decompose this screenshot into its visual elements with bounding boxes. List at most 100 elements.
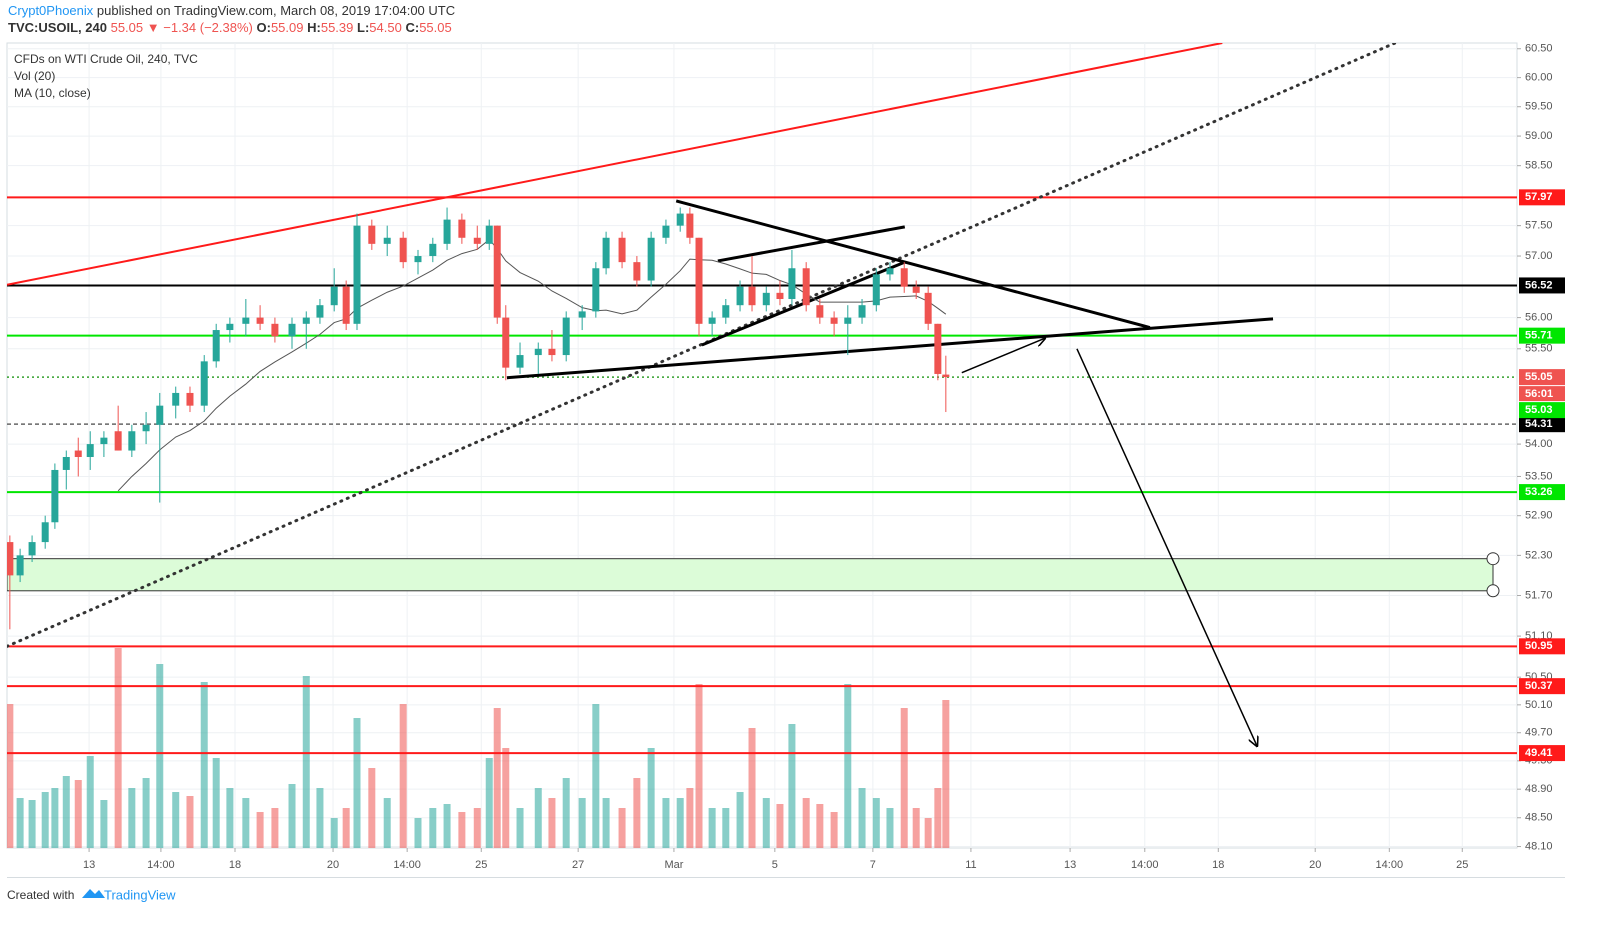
volume-bar [912,808,920,848]
trend-line [7,43,1223,286]
volume-bar [114,648,122,848]
volume-bar [271,808,279,848]
countdown: 56:01 [1525,388,1553,400]
candle-body [429,243,437,257]
volume-bar [100,800,108,848]
y-tick-label: 48.50 [1525,812,1553,824]
candle-body [114,431,122,451]
candle-body [172,392,180,406]
candle-body [886,268,894,275]
legend-title: CFDs on WTI Crude Oil, 240, TVC [14,52,198,66]
trend-line [717,225,906,263]
x-tick-label: 27 [572,859,584,871]
volume-bar [662,798,670,848]
brand-logo [82,889,105,898]
price-label-bg [1519,484,1565,501]
price-label-bg [1519,277,1565,294]
candle-body [516,355,524,368]
volume-bar [16,798,24,848]
volume-bar [844,684,852,848]
ma-line [117,238,947,492]
brand[interactable]: TradingView [104,887,176,902]
author[interactable]: Crypt0Phoenix [8,3,94,18]
y-tick-label: 53.50 [1525,470,1553,482]
x-tick-label: 20 [1309,859,1321,871]
volume-bar [516,808,524,848]
volume-bar [28,800,36,848]
x-tick-label: 25 [1456,859,1468,871]
volume-bar [256,812,264,848]
candle-body [776,292,784,300]
trend-line [961,338,1045,374]
volume-bar [186,796,194,848]
x-tick-label: 14:00 [147,859,175,871]
published: published on TradingView.com, March 08, … [97,3,455,18]
candle-body [858,305,866,318]
candle-body [924,292,932,324]
bid-label-bg [1519,402,1565,419]
candle-body [74,450,82,458]
zone-handle [1486,584,1500,598]
candle-body [748,286,756,306]
y-tick-label: 59.50 [1525,101,1553,113]
zone-handle [1486,552,1500,566]
volume-bar [788,724,796,848]
candle-body [100,437,108,445]
candle-body [156,405,164,425]
plot-frame [6,42,1518,849]
volume-bar [686,788,694,848]
symbol: TVC:USOIL, 240 [8,20,107,35]
volume-bar [762,798,770,848]
y-tick-label: 60.00 [1525,72,1553,84]
price-label: 54.31 [1525,418,1553,430]
volume-bar [242,798,250,848]
y-tick-label: 52.30 [1525,549,1553,561]
candle-body [578,311,586,318]
volume-bar [74,780,82,848]
y-tick-label: 50.10 [1525,699,1553,711]
candle-body [330,286,338,306]
candle-body [722,305,730,318]
candle-body [302,317,310,324]
volume-bar [502,748,510,848]
volume-bar [62,776,70,848]
ohlc-label: H: [307,20,321,35]
x-tick-label: 13 [83,859,95,871]
candle-body [686,213,694,238]
countdown-bg [1519,386,1565,402]
price-label-bg [1519,369,1565,386]
candle-body [736,286,744,306]
candle-body [51,469,59,523]
volume-bar [316,788,324,848]
candle-body [548,348,556,356]
candle-body [473,237,481,244]
candle-body [353,225,361,324]
price-label-bg [1519,678,1565,695]
candle-body [271,323,279,337]
volume-bar [647,748,655,848]
candle-body [592,268,600,312]
candle-body [485,225,493,244]
volume-bar [934,788,942,848]
volume-bar [368,768,376,848]
x-tick-label: Mar [664,859,683,871]
volume-bar [493,708,501,848]
candle-body [942,374,950,378]
candle-body [708,317,716,324]
volume-bar [534,788,542,848]
y-tick-label: 57.50 [1525,220,1553,232]
candle-body [872,274,880,306]
volume-bar [414,818,422,848]
x-tick-label: 14:00 [1131,859,1159,871]
volume-bar [429,808,437,848]
ohlc-label: C: [405,20,419,35]
candle-body [186,392,194,406]
candle-body [41,522,49,543]
ohlc-value: 55.09 [271,20,304,35]
volume-bar [86,756,94,848]
candle-body [562,317,570,356]
price-label-bg [1519,745,1565,762]
x-tick-label: 20 [327,859,339,871]
candle-body [342,286,350,324]
